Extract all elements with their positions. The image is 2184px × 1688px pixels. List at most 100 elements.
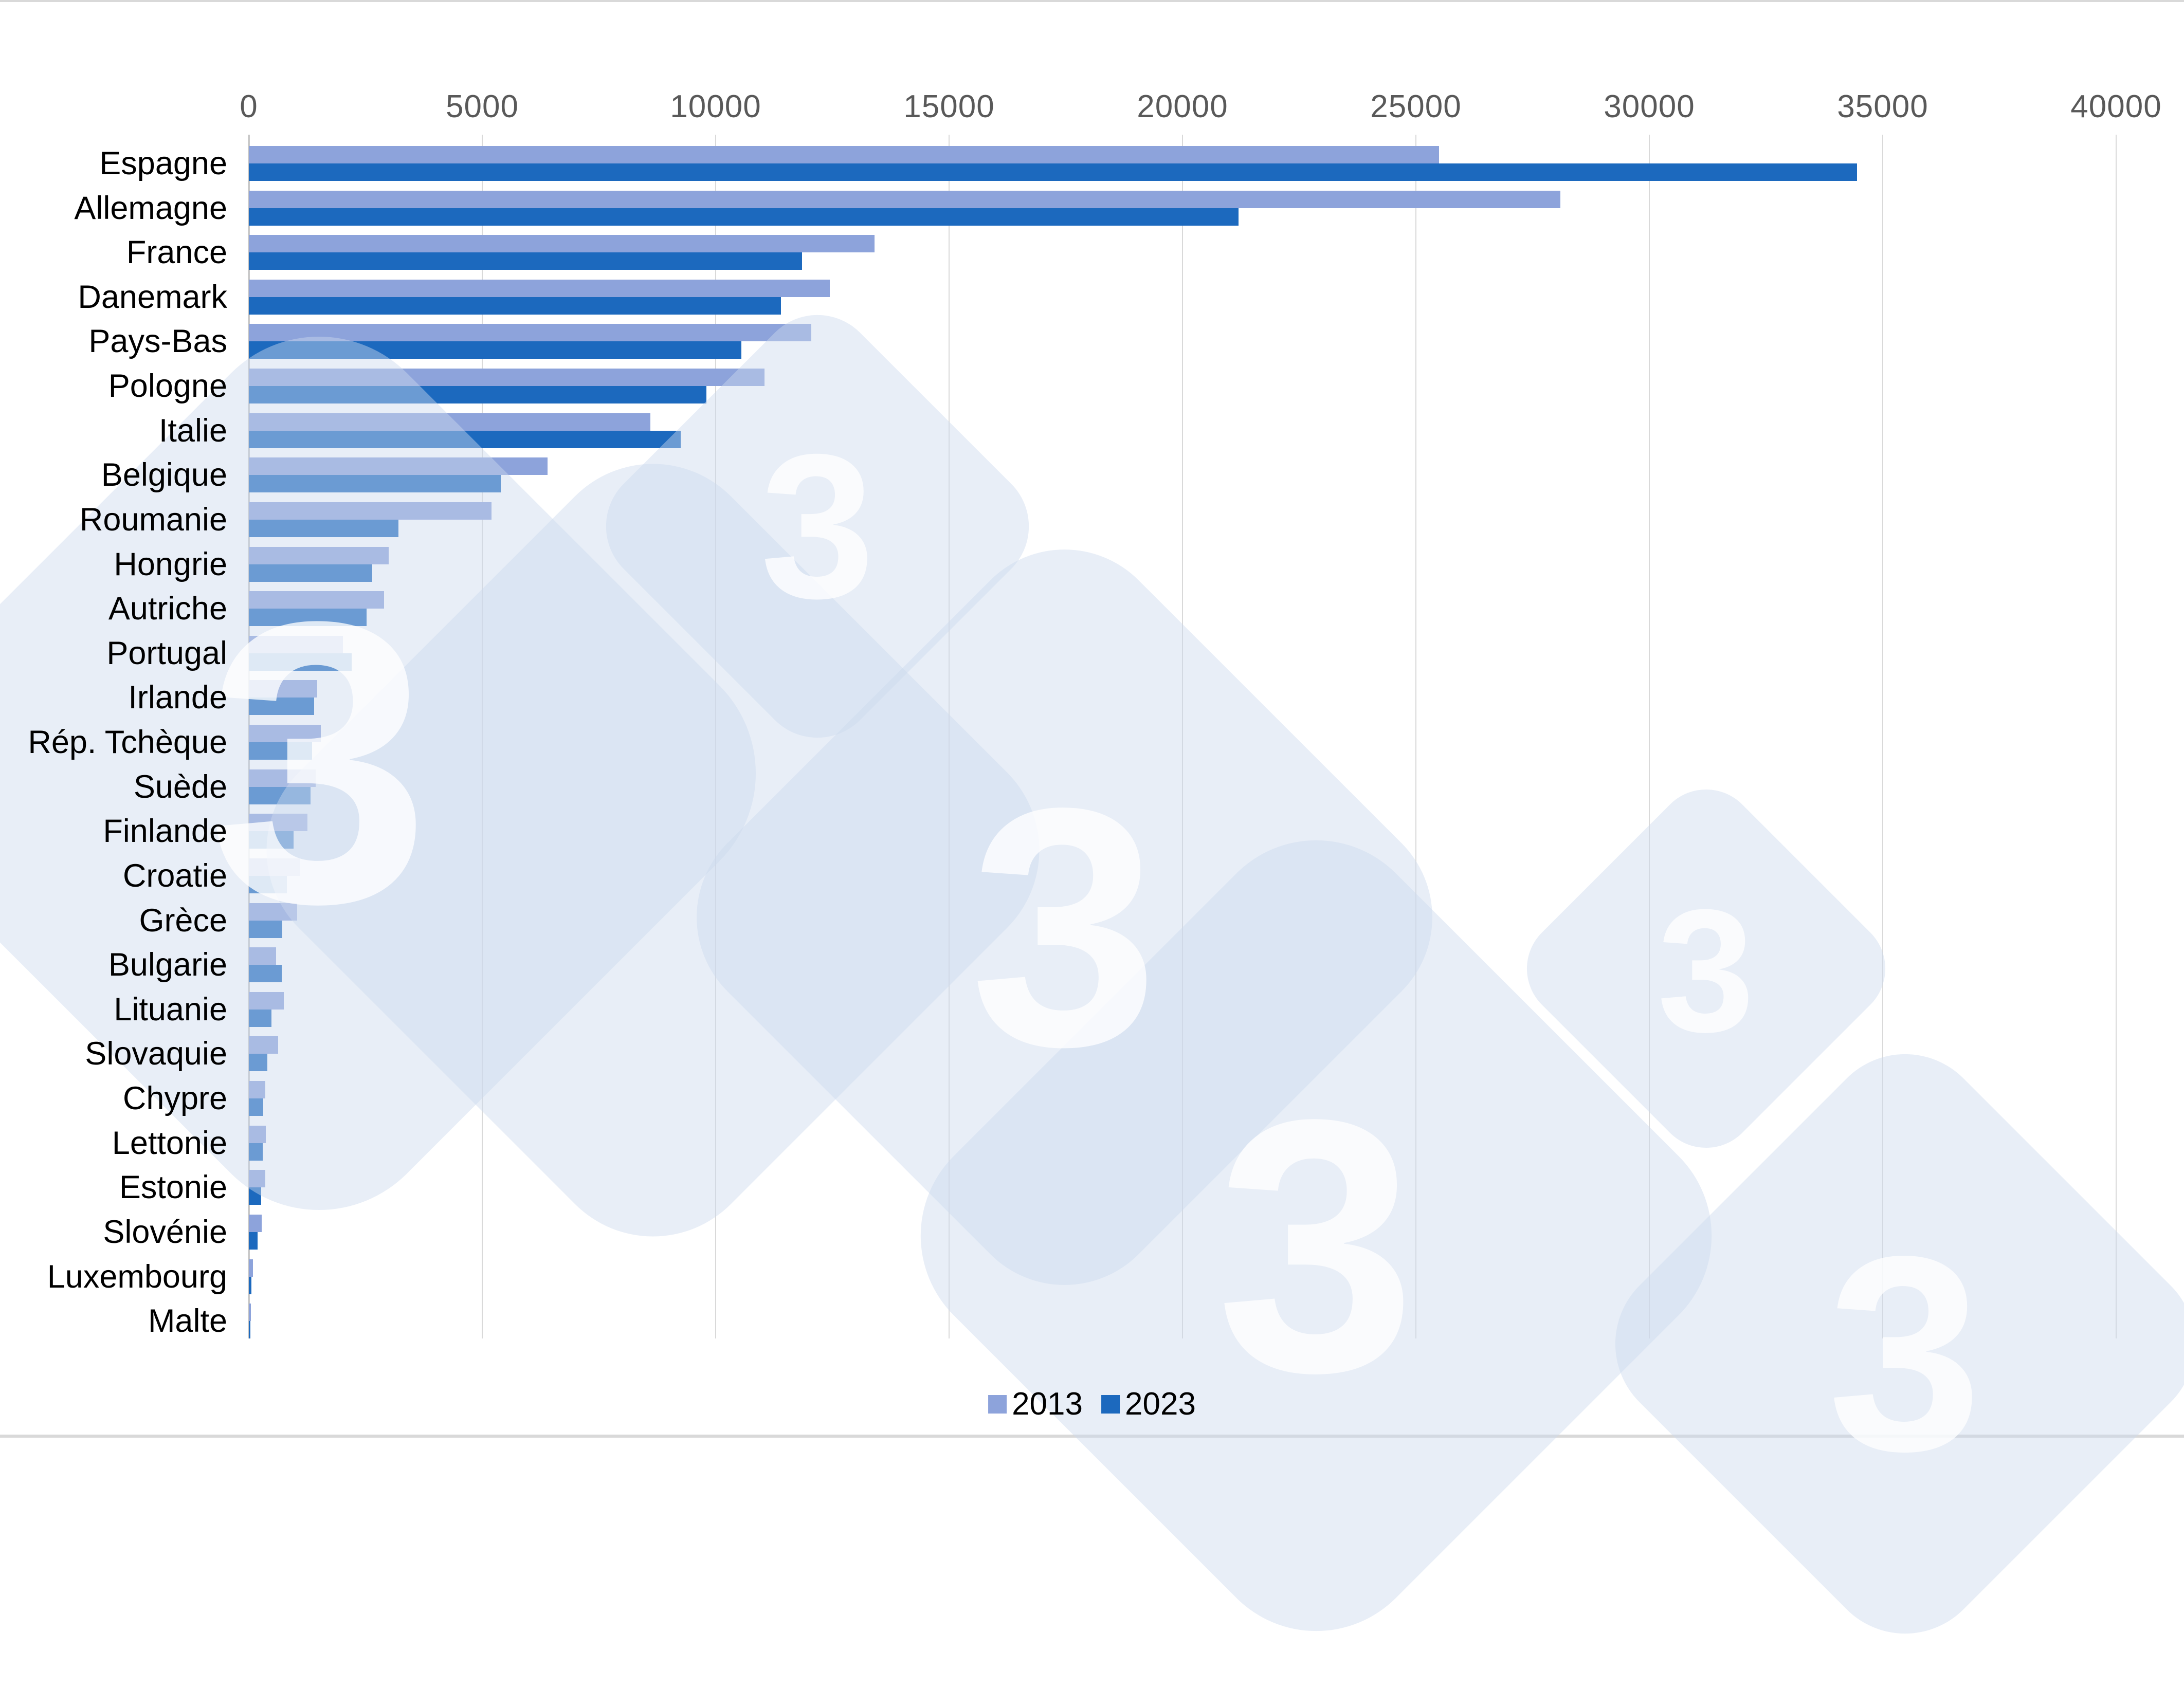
bar-2013-Espagne — [249, 146, 1440, 163]
bar-2023-Malte — [249, 1321, 250, 1339]
category-label: Pologne — [108, 368, 227, 405]
x-tick-label: 10000 — [670, 89, 761, 124]
bar-2013-Croatie — [249, 858, 300, 876]
x-tick-label: 35000 — [1837, 89, 1928, 124]
category-label: Hongrie — [114, 546, 227, 582]
category-label: Slovaquie — [85, 1036, 227, 1072]
x-tick-label: 5000 — [446, 89, 519, 124]
category-label: Espagne — [99, 145, 227, 181]
category-label: Croatie — [122, 857, 227, 894]
x-tick-label: 30000 — [1604, 89, 1695, 124]
bar-2023-Suède — [249, 786, 311, 804]
bar-2013-Finlande — [249, 814, 308, 832]
axis-and-labels-layer: 0 5000 10000 15000 20000 25000 30000 35000 40000… — [0, 2, 2184, 1435]
category-label: France — [126, 234, 227, 271]
bar-2013-Danemark — [249, 279, 830, 297]
bar-2023-Rép. Tchèque — [249, 742, 312, 760]
legend-label-2023: 2023 — [1125, 1386, 1196, 1422]
bar-2023-Hongrie — [249, 564, 372, 582]
legend-swatch-2023 — [1101, 1395, 1120, 1414]
x-tick-label: 15000 — [903, 89, 995, 124]
bar-2023-Irlande — [249, 698, 315, 715]
x-tick-label: 40000 — [2070, 89, 2162, 124]
x-tick-label: 0 — [240, 89, 258, 124]
category-label: Irlande — [128, 680, 227, 716]
bar-2013-Pays-Bas — [249, 324, 812, 342]
legend: 2013 2023 — [988, 1386, 1196, 1422]
category-label: Luxembourg — [47, 1258, 227, 1295]
category-label: Suède — [133, 768, 227, 805]
bar-2023-Croatie — [249, 875, 287, 893]
bar-2013-Portugal — [249, 635, 343, 653]
gridline — [1649, 135, 1650, 1338]
legend-swatch-2013 — [988, 1395, 1007, 1414]
bar-2013-Roumanie — [249, 502, 492, 520]
bar-2013-Rép. Tchèque — [249, 725, 321, 743]
bar-2023-Grèce — [249, 920, 283, 938]
bar-2013-Irlande — [249, 680, 317, 698]
bar-2023-Lituanie — [249, 1009, 271, 1027]
bar-2023-Luxembourg — [249, 1276, 252, 1294]
category-label: Slovénie — [103, 1214, 227, 1250]
bar-2023-Portugal — [249, 653, 352, 671]
bar-2013-Lettonie — [249, 1125, 266, 1143]
bar-2023-Italie — [249, 430, 681, 448]
category-label: Autriche — [108, 591, 227, 627]
legend-item-2023: 2023 — [1101, 1386, 1196, 1422]
gridline — [949, 135, 950, 1338]
gridline — [482, 135, 483, 1338]
legend-label-2013: 2013 — [1012, 1386, 1083, 1422]
bar-2013-Hongrie — [249, 546, 389, 564]
gridline — [715, 135, 716, 1338]
gridline — [1882, 135, 1883, 1338]
bar-2023-Slovaquie — [249, 1054, 268, 1072]
bar-2013-France — [249, 235, 875, 253]
bar-2013-Italie — [249, 413, 650, 431]
bar-2013-Chypre — [249, 1081, 265, 1099]
category-label: Grèce — [139, 902, 227, 939]
bar-2023-Pays-Bas — [249, 341, 741, 359]
gridline — [1182, 135, 1183, 1338]
bar-2023-Slovénie — [249, 1232, 258, 1250]
bar-2023-Bulgarie — [249, 965, 282, 983]
bar-2023-Espagne — [249, 163, 1858, 181]
category-label: Malte — [148, 1303, 227, 1340]
bar-2013-Pologne — [249, 369, 765, 387]
bar-2023-Autriche — [249, 609, 367, 627]
category-label: Roumanie — [79, 501, 227, 538]
bar-2023-Belgique — [249, 475, 501, 493]
bar-2023-Pologne — [249, 386, 706, 404]
category-label: Estonie — [119, 1169, 227, 1206]
bar-2023-Chypre — [249, 1098, 264, 1116]
bar-2013-Allemagne — [249, 190, 1561, 208]
bar-2013-Slovénie — [249, 1214, 262, 1232]
category-label: Finlande — [103, 813, 227, 850]
category-label: Italie — [158, 412, 227, 449]
bar-2023-France — [249, 252, 802, 270]
bar-2013-Grèce — [249, 903, 297, 921]
bar-2013-Lituanie — [249, 992, 284, 1010]
category-label: Portugal — [106, 635, 227, 671]
gridline — [2116, 135, 2117, 1338]
bar-2013-Bulgarie — [249, 947, 277, 965]
bar-2013-Belgique — [249, 457, 548, 475]
bar-2023-Allemagne — [249, 208, 1239, 226]
category-label: Allemagne — [74, 190, 227, 226]
x-tick-label: 25000 — [1370, 89, 1462, 124]
category-label: Chypre — [122, 1080, 227, 1117]
category-label: Bulgarie — [108, 947, 227, 983]
bar-2023-Finlande — [249, 831, 294, 849]
bar-2013-Luxembourg — [249, 1259, 253, 1277]
category-label: Lettonie — [112, 1125, 227, 1161]
gridline — [1415, 135, 1416, 1338]
x-tick-label: 20000 — [1137, 89, 1228, 124]
category-label: Rép. Tchèque — [28, 724, 227, 761]
bar-2013-Suède — [249, 769, 316, 787]
bar-2023-Lettonie — [249, 1143, 263, 1161]
category-label: Danemark — [78, 279, 227, 315]
bar-2013-Malte — [249, 1304, 251, 1322]
category-label: Pays-Bas — [88, 323, 227, 360]
category-label: Lituanie — [114, 991, 227, 1028]
